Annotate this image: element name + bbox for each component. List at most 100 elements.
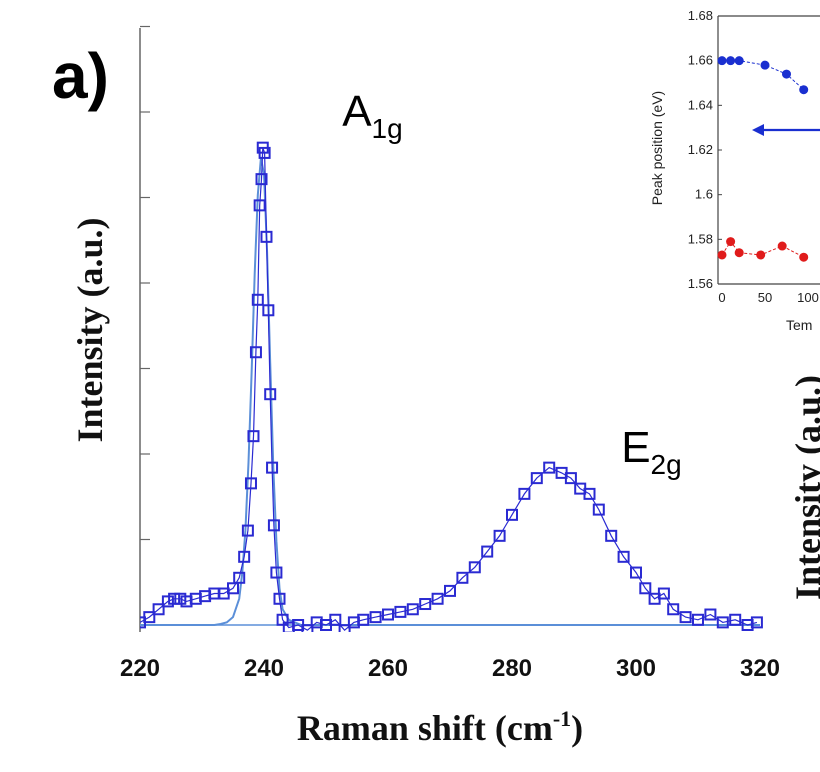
- x-tick-label: 300: [616, 655, 656, 682]
- data-point: [161, 595, 174, 608]
- inset-data-point: [799, 85, 809, 95]
- data-point: [369, 611, 382, 624]
- data-point: [493, 529, 506, 542]
- inset-x-axis-title-partial: Tem: [786, 317, 812, 333]
- right-panel-y-axis-label: Intensity (a.u.): [788, 375, 820, 600]
- data-point: [233, 571, 246, 584]
- inset-chart: 1.68 1.66 1.64 1.62 1.6 1.58 1.56 0 50 100 Peak …: [649, 8, 820, 333]
- data-point: [168, 592, 181, 605]
- data-point: [729, 613, 742, 626]
- data-point: [630, 566, 642, 579]
- inset-data-point: [756, 250, 766, 260]
- data-point: [270, 566, 283, 579]
- inset-x-tick-label: 50: [758, 290, 772, 305]
- data-point: [468, 561, 481, 574]
- data-point: [262, 304, 275, 317]
- data-point: [583, 487, 596, 500]
- data-point: [247, 430, 260, 443]
- data-point: [238, 550, 251, 563]
- data-point: [382, 608, 394, 621]
- data-point: [329, 613, 342, 626]
- inset-x-tick-label: 0: [718, 290, 725, 305]
- data-point: [679, 611, 692, 624]
- inset-data-point: [777, 241, 787, 251]
- data-point: [267, 519, 280, 532]
- x-axis-title-main: Raman shift (cm: [297, 708, 553, 748]
- inset-data-point: [734, 56, 744, 66]
- y-axis-ticks: [140, 25, 150, 626]
- data-point: [394, 605, 407, 618]
- data-point: [406, 603, 419, 616]
- x-tick-label: 320: [740, 655, 780, 682]
- peak-annotation: A1g: [342, 87, 403, 144]
- inset-data-points: [717, 56, 820, 262]
- data-point: [419, 598, 432, 611]
- data-point: [253, 199, 266, 212]
- data-point: [639, 582, 652, 595]
- x-tick-label: 220: [120, 655, 160, 682]
- peak-annotation: E2g: [621, 423, 682, 480]
- data-point: [431, 592, 444, 605]
- inset-data-point: [717, 250, 727, 260]
- x-axis-title: Raman shift (cm-1): [297, 706, 583, 748]
- data-point: [605, 529, 618, 542]
- data-point: [657, 587, 670, 600]
- data-point: [704, 608, 717, 621]
- data-point: [506, 508, 518, 521]
- data-point: [174, 592, 187, 605]
- data-point: [273, 592, 286, 605]
- data-point: [667, 603, 680, 616]
- data-point: [244, 477, 257, 490]
- inset-data-point: [717, 56, 727, 66]
- inset-series-line: [721, 240, 804, 258]
- data-point: [255, 173, 268, 186]
- data-point: [357, 613, 370, 626]
- data-point: [251, 293, 264, 306]
- inset-data-point: [726, 237, 736, 247]
- panel-label: a): [52, 40, 109, 112]
- inset-y-tick-label: 1.64: [688, 97, 713, 112]
- inset-x-ticks: 0 50 100: [718, 290, 818, 305]
- x-tick-label: 280: [492, 655, 532, 682]
- data-point: [750, 616, 763, 629]
- x-axis-title-close: ): [571, 708, 583, 748]
- inset-y-tick-label: 1.66: [688, 53, 713, 68]
- peak-annotations: A1g E2g: [342, 87, 682, 480]
- data-point: [716, 616, 729, 629]
- data-point: [518, 487, 531, 500]
- x-tick-label: 260: [368, 655, 408, 682]
- data-point: [276, 613, 289, 626]
- data-point: [456, 571, 469, 584]
- data-markers: [140, 141, 763, 632]
- inset-y-tick-label: 1.58: [688, 231, 713, 246]
- inset-arrow-head: [752, 124, 764, 136]
- inset-y-tick-label: 1.6: [695, 187, 713, 202]
- data-point: [564, 472, 577, 485]
- inset-y-ticks: 1.68 1.66 1.64 1.62 1.6 1.58 1.56: [688, 8, 722, 291]
- data-point: [143, 611, 156, 624]
- data-point: [444, 584, 456, 597]
- data-point: [543, 461, 556, 474]
- y-axis-title: Intensity (a.u.): [70, 217, 110, 442]
- data-point: [530, 472, 543, 485]
- data-point: [692, 613, 704, 626]
- inset-data-point: [782, 69, 791, 79]
- data-point: [241, 524, 254, 537]
- inset-x-tick-label: 100: [797, 290, 819, 305]
- data-point: [227, 582, 239, 595]
- data-point: [592, 503, 605, 516]
- inset-data-point: [760, 60, 770, 70]
- data-point: [481, 545, 494, 558]
- data-point: [258, 146, 271, 159]
- data-point: [338, 624, 351, 632]
- data-point: [617, 550, 630, 563]
- data-point: [264, 388, 277, 401]
- fit-curve: [140, 158, 760, 626]
- inset-data-point: [726, 56, 736, 66]
- inset-y-tick-label: 1.68: [688, 8, 713, 23]
- inset-y-axis-title: Peak position (eV): [649, 91, 665, 205]
- inset-y-tick-label: 1.56: [688, 276, 713, 291]
- a1g-fit-line: [140, 158, 760, 626]
- data-point: [301, 624, 314, 632]
